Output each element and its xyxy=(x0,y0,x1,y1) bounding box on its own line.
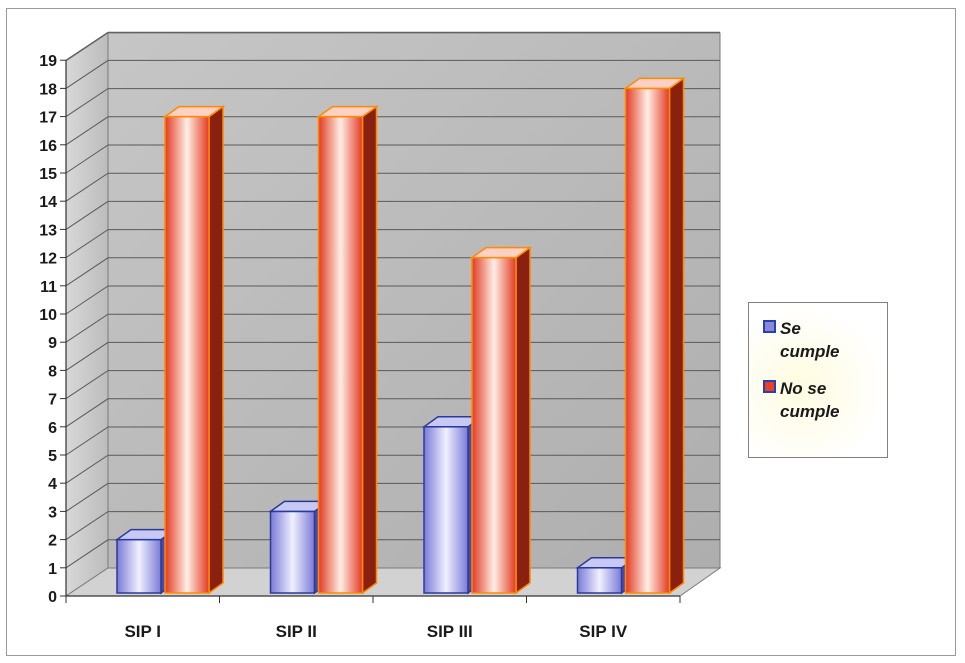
legend-entry-no-se-cumple: No se cumple xyxy=(763,377,887,423)
y-tick-label: 4 xyxy=(48,476,57,493)
y-tick-label: 6 xyxy=(48,420,57,437)
legend-label-se-cumple: Se cumple xyxy=(780,319,840,361)
y-tick-label: 1 xyxy=(48,561,57,578)
legend-label-no-se-cumple: No se cumple xyxy=(780,379,840,421)
gridline xyxy=(65,172,720,202)
x-tick-label: SIP II xyxy=(276,622,317,641)
left-side-wall xyxy=(65,32,109,597)
gridline xyxy=(65,59,720,89)
x-tick-label: SIP III xyxy=(427,622,473,641)
gridline xyxy=(65,144,720,174)
y-tick-label: 2 xyxy=(48,533,57,550)
bar-no-se-cumple xyxy=(623,76,686,595)
legend-entry-se-cumple: Se cumple xyxy=(763,317,887,363)
y-tick-label: 11 xyxy=(40,279,57,296)
y-tick-label: 16 xyxy=(39,138,57,155)
y-tick-label: 18 xyxy=(39,81,57,98)
y-tick-label: 17 xyxy=(39,110,57,127)
bars xyxy=(114,76,686,595)
legend: Se cumple No se cumple xyxy=(748,302,888,458)
y-tick-label: 3 xyxy=(48,504,57,521)
bar-no-se-cumple xyxy=(162,105,226,595)
legend-swatch-se-cumple xyxy=(763,320,776,333)
y-tick-label: 15 xyxy=(39,166,57,183)
y-tick-label: 0 xyxy=(48,589,57,606)
gridline xyxy=(65,229,720,259)
y-tick-label: 8 xyxy=(48,363,57,380)
gridline xyxy=(65,88,720,118)
legend-swatch-no-se-cumple xyxy=(763,380,776,393)
y-tick-label: 13 xyxy=(39,222,57,239)
y-tick-label: 5 xyxy=(48,448,57,465)
y-tick-label: 7 xyxy=(48,392,57,409)
y-tick-label: 12 xyxy=(39,251,57,268)
x-tick-label: SIP IV xyxy=(579,622,628,641)
y-tick-label: 10 xyxy=(39,307,57,324)
gridline xyxy=(65,200,720,230)
gridline xyxy=(65,116,720,146)
bar-no-se-cumple xyxy=(316,105,379,595)
x-axis: SIP I SIP II SIP III SIP IV xyxy=(65,595,681,641)
x-tick-label: SIP I xyxy=(124,622,161,641)
y-tick-label: 19 xyxy=(39,53,57,70)
y-tick-label: 9 xyxy=(48,335,57,352)
gridline xyxy=(65,31,720,61)
y-tick-label: 14 xyxy=(39,194,57,211)
bar-no-se-cumple xyxy=(469,246,533,595)
